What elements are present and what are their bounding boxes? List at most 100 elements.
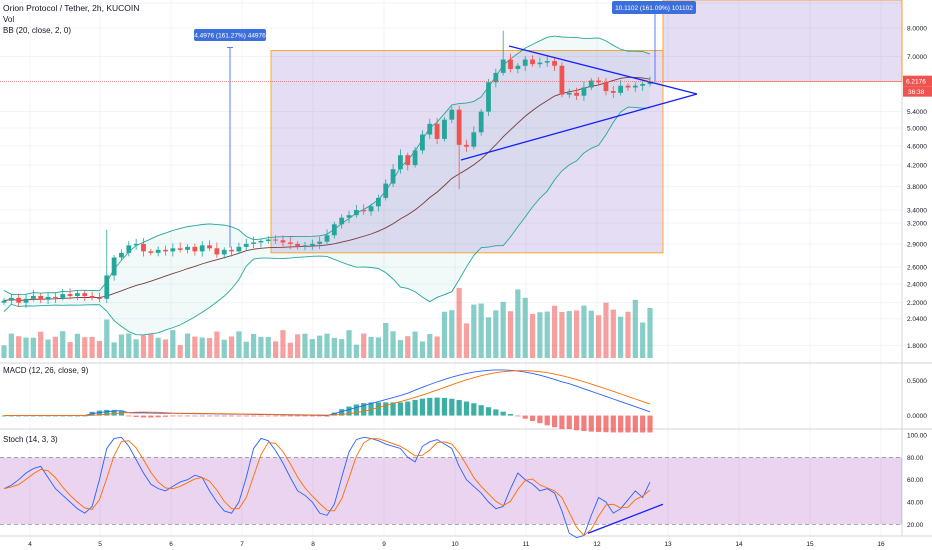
- volume-bar: [221, 339, 227, 358]
- volume-bar: [463, 323, 470, 358]
- price-tick: 7.0000: [907, 54, 927, 61]
- candle-body: [427, 123, 433, 135]
- volume-bar: [485, 317, 492, 358]
- candle-body: [353, 210, 359, 216]
- candle-body: [471, 132, 477, 147]
- candle-body: [405, 155, 411, 166]
- volume-label: Vol: [3, 15, 15, 24]
- macd-histogram-bar: [331, 412, 337, 416]
- candle-body: [493, 72, 499, 83]
- signal-line: [4, 370, 651, 417]
- macd-histogram-bar: [544, 415, 550, 426]
- macd-histogram-bar: [287, 415, 293, 417]
- volume-bar: [52, 336, 58, 358]
- candle-body: [339, 217, 345, 225]
- time-tick: 13: [664, 541, 672, 548]
- macd-histogram-bar: [258, 415, 264, 417]
- candle-body: [632, 85, 638, 88]
- countdown-value: 36:38: [908, 89, 925, 96]
- candle-body: [273, 239, 279, 241]
- candle-body: [486, 82, 491, 112]
- macd-histogram-bar: [463, 401, 470, 416]
- macd-histogram-bar: [588, 415, 594, 432]
- time-tick: 12: [593, 541, 601, 548]
- macd-histogram-bar: [243, 415, 249, 417]
- macd-histogram-bar: [383, 402, 389, 416]
- candle-body: [603, 82, 609, 92]
- macd-histogram-bar: [206, 415, 213, 417]
- measure-label-2: 10.1102 (161.09%) 101102: [615, 5, 693, 12]
- volume-bar: [339, 339, 345, 358]
- candle-body: [89, 295, 95, 298]
- candle-body: [478, 111, 484, 133]
- price-tick: 8.0000: [907, 26, 927, 33]
- candle-body: [185, 246, 190, 250]
- macd-histogram-bar: [339, 409, 345, 416]
- macd-histogram-bar: [603, 415, 609, 433]
- macd-histogram-bar: [317, 415, 323, 417]
- price-tick: 2.4000: [907, 282, 927, 289]
- volume-bar: [162, 339, 169, 358]
- macd-histogram-bar: [559, 415, 565, 430]
- volume-bar: [434, 336, 440, 358]
- macd-histogram-bar: [507, 414, 514, 416]
- candle-body: [265, 239, 271, 241]
- time-axis: 4 5 6 7 8 9 10 11 12 13 14 15 16: [28, 541, 885, 548]
- volume-bar: [603, 302, 609, 358]
- price-tick: 2.2000: [907, 300, 927, 307]
- volume-bar: [16, 336, 22, 358]
- macd-histogram-bar: [126, 415, 132, 417]
- candle-body: [522, 59, 528, 66]
- macd-histogram-bar: [236, 415, 242, 417]
- candle-body: [537, 62, 543, 65]
- candle-body: [119, 252, 124, 258]
- price-tick: 5.0000: [907, 126, 927, 133]
- macd-histogram-bar: [170, 415, 176, 417]
- candle-body: [383, 183, 389, 198]
- macd-histogram-bar: [456, 400, 462, 416]
- macd-histogram-bar: [177, 415, 183, 417]
- volume-bar: [515, 289, 521, 358]
- candle-body: [508, 59, 513, 69]
- stoch-pane: 100.00 80.00 60.00 40.00 20.00: [0, 433, 927, 539]
- volume-bar: [588, 310, 594, 358]
- candle-body: [287, 242, 293, 244]
- candle-body: [199, 245, 205, 252]
- volume-bar: [317, 335, 323, 358]
- volume-bar: [559, 311, 565, 358]
- candle-body: [177, 248, 183, 250]
- volume-bar: [537, 312, 543, 358]
- volume-bar: [529, 313, 536, 358]
- candle-body: [566, 92, 572, 95]
- price-tick: 4.6000: [907, 143, 927, 150]
- macd-histogram-bar: [632, 415, 638, 433]
- macd-histogram-bar: [228, 415, 235, 417]
- candle-body: [574, 92, 579, 96]
- candle-body: [390, 169, 396, 184]
- volume-bar: [427, 334, 433, 358]
- price-tick: 3.2000: [907, 220, 927, 227]
- volume-bar: [184, 333, 191, 358]
- candle-body: [75, 293, 80, 296]
- volume-bar: [647, 307, 653, 358]
- volume-bar: [573, 310, 580, 358]
- volume-bar: [199, 337, 205, 358]
- macd-histogram-bar: [522, 415, 528, 419]
- volume-bar: [177, 345, 183, 358]
- price-tick: 4.2000: [907, 163, 927, 170]
- volume-bar: [361, 333, 367, 358]
- macd-histogram-bar: [596, 415, 602, 432]
- volume-bar: [441, 311, 448, 358]
- macd-histogram-bar: [500, 411, 506, 416]
- candle-body: [236, 246, 242, 252]
- macd-histogram-bar: [148, 415, 154, 418]
- macd-histogram-bar: [573, 415, 580, 431]
- candle-body: [45, 296, 51, 300]
- candle-body: [544, 61, 550, 63]
- volume-bar: [118, 334, 125, 358]
- stoch-label: Stoch (14, 3, 3): [3, 435, 58, 444]
- candle-body: [559, 65, 565, 95]
- time-tick: 14: [735, 541, 743, 548]
- volume-bar: [581, 305, 587, 358]
